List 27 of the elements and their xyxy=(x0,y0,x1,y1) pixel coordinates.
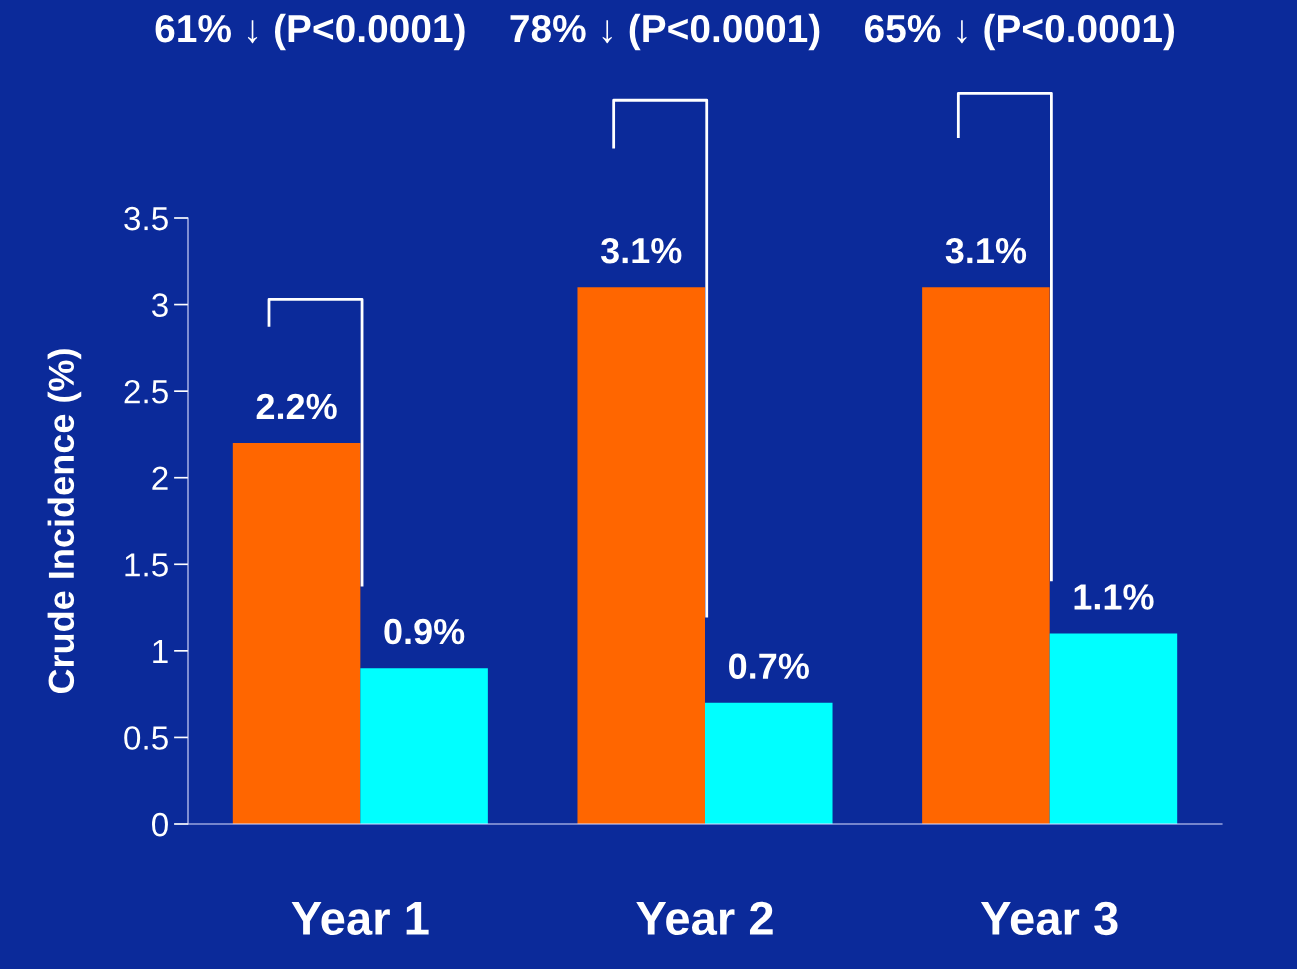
text: 65% ↓ (P<0.0001) xyxy=(864,13,1175,51)
text: 78% ↓ (P<0.0001) xyxy=(510,13,820,51)
bar xyxy=(705,702,833,824)
data-label: 3.1% xyxy=(945,237,1027,264)
bar xyxy=(577,287,705,824)
bar xyxy=(922,287,1050,824)
y-tick-label: 3.5 xyxy=(124,206,168,231)
y-tick-label: 1 xyxy=(153,640,168,663)
y-axis-title: Crude Incidence (%) xyxy=(47,349,82,694)
y-tick-label: 1.5 xyxy=(125,553,168,577)
y-tick-label: 2 xyxy=(152,466,168,490)
y-tick-label: 0.5 xyxy=(124,726,168,750)
bar xyxy=(360,668,488,824)
y-tick-label: 2.5 xyxy=(124,379,168,404)
bar xyxy=(1049,633,1178,824)
data-label: 1.1% xyxy=(1074,584,1154,610)
y-tick-label: 3 xyxy=(151,293,168,317)
x-tick-label: Year 3 xyxy=(980,901,1118,936)
text: 61% ↓ (P<0.0001) xyxy=(155,13,465,51)
x-tick-label: Year 2 xyxy=(636,901,773,936)
data-label: 3.1% xyxy=(600,237,682,264)
data-label: 2.2% xyxy=(256,393,337,420)
data-label: 0.7% xyxy=(729,653,809,679)
data-label: 0.9% xyxy=(384,618,465,645)
bar xyxy=(232,443,361,824)
y-tick-label: 0 xyxy=(152,812,168,837)
x-tick-label: Year 1 xyxy=(291,902,429,936)
